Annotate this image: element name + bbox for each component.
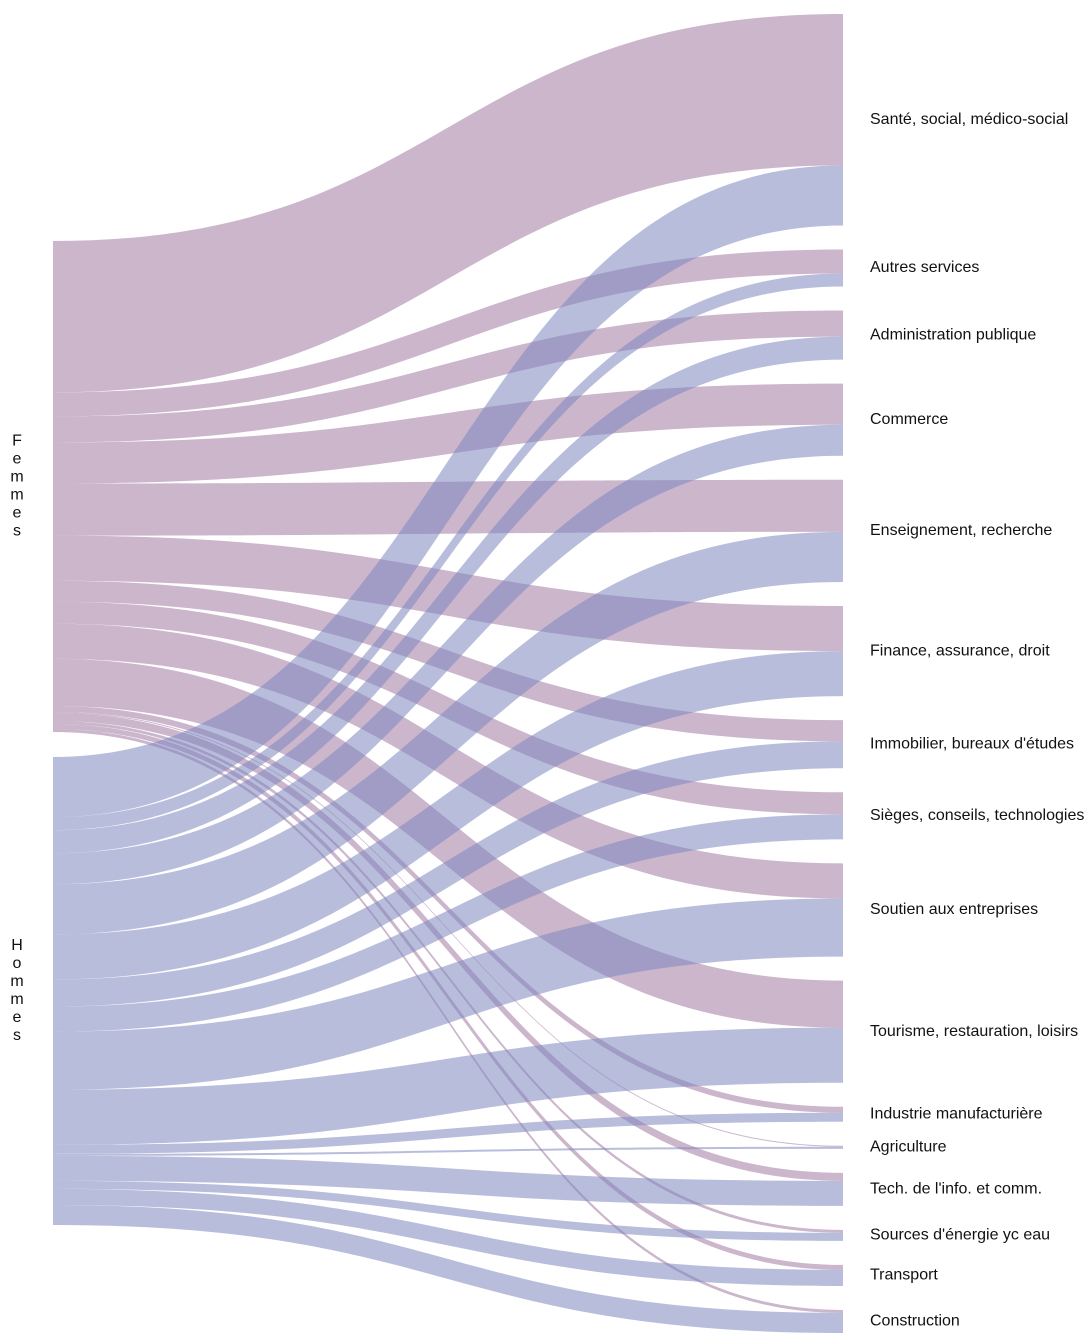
target-label: Immobilier, bureaux d'études	[870, 735, 1074, 752]
target-label: Commerce	[870, 411, 948, 428]
flow	[53, 1027, 843, 1145]
target-label: Enseignement, recherche	[870, 522, 1052, 539]
flow	[53, 336, 843, 854]
flow	[53, 14, 843, 393]
flow	[53, 273, 843, 831]
target-label: Tourisme, restauration, loisirs	[870, 1023, 1078, 1040]
target-label: Santé, social, médico-social	[870, 111, 1068, 128]
target-label: Soutien aux entreprises	[870, 901, 1038, 918]
flow	[53, 1180, 843, 1241]
source-label: Femmes	[9, 433, 26, 541]
target-label: Tech. de l'info. et comm.	[870, 1181, 1042, 1198]
flow	[53, 601, 843, 815]
flow	[53, 623, 843, 899]
flow	[53, 898, 843, 1090]
target-label: Sources d'énergie yc eau	[870, 1227, 1050, 1244]
flow	[53, 712, 843, 1181]
flow	[53, 424, 843, 885]
flow	[53, 1204, 843, 1333]
flow	[53, 1146, 843, 1156]
target-label: Construction	[870, 1313, 960, 1330]
flow	[53, 165, 843, 818]
target-label: Industrie manufacturière	[870, 1106, 1043, 1123]
target-label: Finance, assurance, droit	[870, 642, 1050, 659]
flow	[53, 814, 843, 1032]
flow	[53, 705, 843, 1113]
target-label: Agriculture	[870, 1139, 947, 1156]
flow	[53, 249, 843, 417]
flow	[53, 651, 843, 980]
target-label: Autres services	[870, 259, 979, 276]
flow	[53, 1155, 843, 1206]
flow	[53, 658, 843, 1028]
flow	[53, 531, 843, 935]
target-label: Administration publique	[870, 326, 1036, 343]
flow	[53, 1112, 843, 1154]
target-label: Sièges, conseils, technologies	[870, 807, 1084, 824]
source-label: Hommes	[9, 937, 26, 1045]
flow	[53, 1188, 843, 1286]
flow	[53, 741, 843, 1007]
target-label: Transport	[870, 1267, 938, 1284]
